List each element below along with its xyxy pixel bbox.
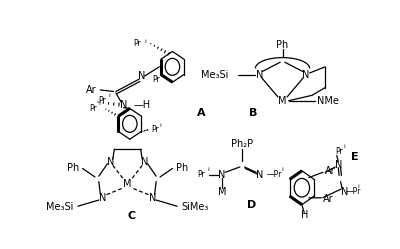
Text: M: M — [218, 187, 226, 196]
Text: i: i — [159, 123, 161, 128]
Text: N: N — [256, 69, 263, 79]
Text: N: N — [302, 69, 310, 79]
Text: N: N — [335, 160, 342, 170]
Text: i: i — [144, 39, 146, 44]
Text: Me₃Si: Me₃Si — [201, 69, 228, 79]
Text: i: i — [207, 167, 209, 172]
Text: N: N — [149, 193, 156, 203]
Text: Ph₂P: Ph₂P — [231, 139, 253, 149]
Text: N: N — [99, 193, 106, 203]
Text: N: N — [218, 170, 226, 180]
Text: Ph: Ph — [276, 40, 289, 50]
Text: NMe: NMe — [317, 96, 339, 106]
Text: —Pr: —Pr — [267, 170, 282, 179]
Text: N: N — [341, 187, 348, 196]
Text: N: N — [107, 157, 114, 167]
Text: M: M — [278, 96, 287, 106]
Text: Ar: Ar — [86, 85, 96, 95]
Text: Pr: Pr — [134, 39, 142, 48]
Text: i: i — [161, 73, 162, 78]
Text: i: i — [344, 144, 346, 149]
Text: SiMe₃: SiMe₃ — [182, 202, 209, 212]
Text: H: H — [300, 210, 308, 220]
Text: Pr: Pr — [89, 104, 96, 113]
Text: B: B — [249, 108, 257, 118]
Text: Pr: Pr — [335, 147, 343, 156]
Text: Pr: Pr — [152, 75, 160, 84]
Text: i: i — [358, 184, 360, 189]
Text: i: i — [108, 93, 110, 98]
Text: Pr: Pr — [151, 125, 158, 134]
Text: Ar: Ar — [325, 166, 336, 176]
Text: —H: —H — [134, 100, 151, 110]
Text: Ph: Ph — [176, 164, 188, 174]
Text: M: M — [123, 179, 132, 189]
Text: A: A — [197, 108, 206, 118]
Text: C: C — [127, 211, 136, 221]
Text: i: i — [281, 167, 283, 172]
Text: N: N — [138, 71, 145, 81]
Text: Ar: Ar — [323, 194, 334, 204]
Text: Me₃Si: Me₃Si — [46, 202, 73, 212]
Text: —Pr: —Pr — [345, 187, 361, 196]
Text: Pr: Pr — [197, 170, 205, 179]
Text: D: D — [247, 200, 256, 210]
Text: N: N — [141, 157, 148, 167]
Text: Ph: Ph — [67, 164, 80, 174]
Text: N: N — [256, 170, 263, 180]
Text: E: E — [351, 152, 358, 162]
Text: i: i — [99, 101, 100, 106]
Text: Pr: Pr — [98, 96, 106, 105]
Text: N: N — [120, 100, 127, 110]
